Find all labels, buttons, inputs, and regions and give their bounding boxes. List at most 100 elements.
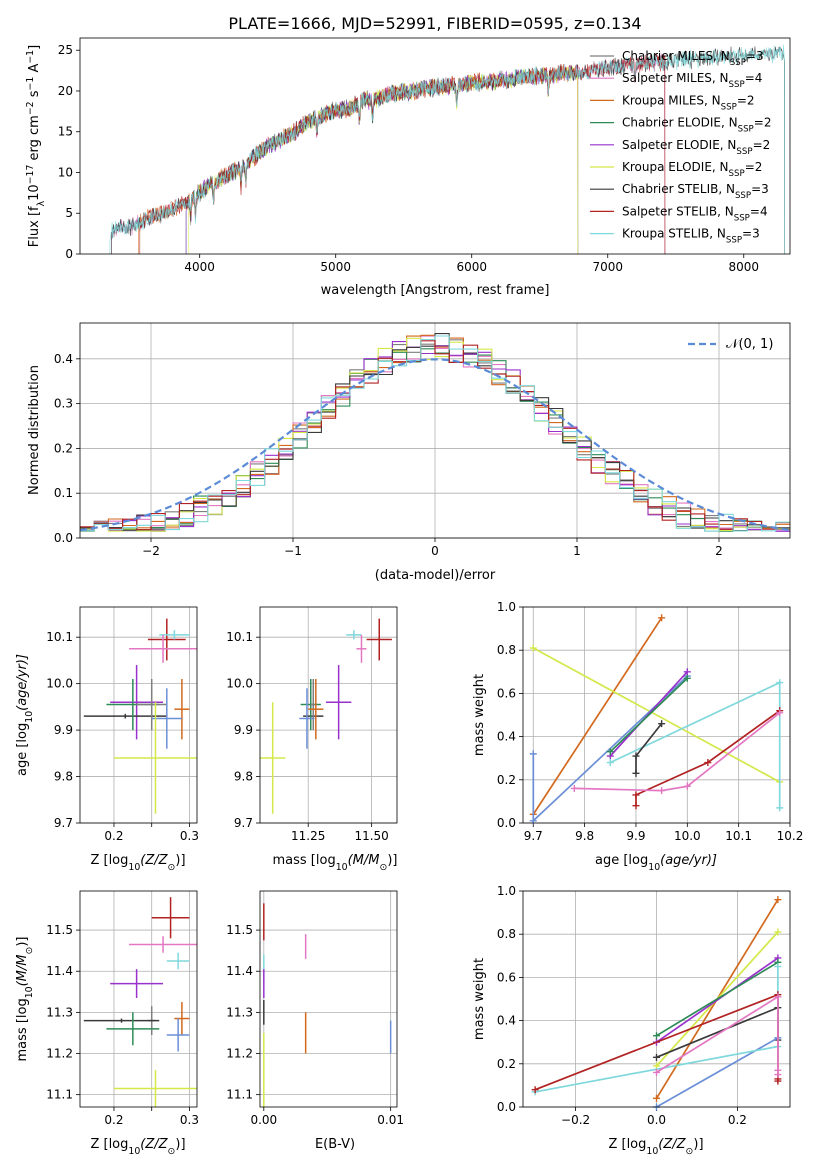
spectrum-series-CM [111, 53, 666, 254]
y-tick-label: 0.0 [497, 1100, 516, 1114]
marker-CE [606, 748, 614, 756]
x-tick-label: 0.2 [728, 1113, 747, 1127]
y-tick-label: 9.8 [54, 770, 73, 784]
marker-SM [774, 1071, 782, 1079]
legend-label-KS: Kroupa STELIB, NSSP=3 [622, 227, 760, 246]
x-label-age_vs_mass: mass [log10(M/M⊙)] [273, 853, 398, 873]
marker-SS [632, 791, 640, 799]
spectrum-legend: Chabrier MILES, NSSP=3 Salpeter MILES, NS… [590, 49, 771, 246]
y-tick-label: 9.8 [234, 770, 253, 784]
y-tick-label: 11.3 [46, 1005, 73, 1019]
marker-CS [632, 752, 640, 760]
axes-spectrum: 4000 5000 6000 7000 8000 0 5 10 15 20 25 [58, 43, 759, 274]
y-tick-label: 9.9 [234, 723, 253, 737]
line-KM [532, 617, 663, 815]
axes-mass_vs_Z: 0.2 0.3 11.1 11.2 11.3 11.4 11.5 [46, 891, 199, 1127]
marker-SS [531, 1086, 539, 1094]
errorbars-age_vs_mass [260, 618, 392, 814]
axes-frame-age_vs_mass [259, 606, 398, 824]
x-tick-label: 0.00 [250, 1113, 277, 1127]
y-tick-label: 0.2 [497, 1057, 516, 1071]
y-tick-label: 25 [58, 43, 73, 57]
y-tick-label: 1.0 [497, 600, 516, 614]
y-tick-label: 11.5 [226, 923, 253, 937]
y-tick-label: 11.4 [226, 964, 253, 978]
x-tick-label: 10.1 [725, 829, 752, 843]
legend-label-CS: Chabrier STELIB, NSSP=3 [622, 182, 769, 201]
marker-KS [606, 759, 614, 767]
y-tick-label: 11.5 [46, 923, 73, 937]
spectrum-series-KM [138, 63, 579, 254]
spectrum-series-KS [109, 44, 785, 254]
marker-CS [632, 769, 640, 777]
x-tick-label: 11.50 [354, 829, 388, 843]
axes-frame-mw_vs_age [522, 606, 791, 824]
line-SS [635, 710, 781, 806]
spectrum-series-SS [139, 54, 666, 254]
axes-frame-residuals [79, 322, 791, 539]
y-label-age_vs_Z: age [log10(age/yr)] [15, 654, 35, 776]
axes-frame-mw_vs_Z [522, 890, 791, 1108]
y-tick-label: 11.2 [46, 1047, 73, 1061]
x-tick-label: 10.0 [674, 829, 701, 843]
histogram-series-KS [80, 335, 790, 532]
x-tick-label: 7000 [592, 260, 623, 274]
axes-frame-mass_vs_Z [79, 890, 198, 1108]
marker-SM [774, 993, 782, 1001]
axes-mass_vs_ebv: 0.00 0.01 11.1 11.2 11.3 11.4 11.5 [226, 891, 404, 1127]
marker-CE [683, 674, 691, 682]
y-tick-label: 0.2 [497, 773, 516, 787]
y-tick-label: 10.0 [46, 677, 73, 691]
line-CE [609, 677, 688, 753]
y-tick-label: 20 [58, 84, 73, 98]
x-tick-label: 9.8 [575, 829, 594, 843]
figure-title: PLATE=1666, MJD=52991, FIBERID=0595, z=0… [228, 14, 641, 33]
x-label-mass_vs_Z: Z [log10(Z/Z⊙)] [90, 1137, 185, 1157]
x-tick-label: 9.9 [626, 829, 645, 843]
marker-SS [774, 1077, 782, 1085]
x-label-mw_vs_age: age [log10(age/yr)] [595, 853, 717, 873]
lines-mw_vs_Z [531, 896, 782, 1111]
spectrum-x-label: wavelength [Angstrom, rest frame] [321, 283, 550, 298]
marker-SS [632, 802, 640, 810]
y-tick-label: 0.0 [497, 816, 516, 830]
y-tick-label: 11.1 [46, 1088, 73, 1102]
marker-SM [570, 784, 578, 792]
legend-label-SS: Salpeter STELIB, NSSP=4 [622, 204, 768, 223]
y-tick-label: 9.7 [234, 816, 253, 830]
marker-tm [529, 750, 537, 758]
gaussian-curve [80, 358, 790, 532]
axes-residuals: −2 −1 0 1 2 0.0 0.1 0.2 0.3 0.4 [54, 323, 790, 558]
x-tick-label: 0 [431, 544, 439, 558]
y-tick-label: 0.4 [497, 730, 516, 744]
y-tick-label: 11.1 [226, 1088, 253, 1102]
line-tm [656, 1037, 779, 1108]
marker-KM [774, 896, 782, 904]
marker-KS [776, 804, 784, 812]
legend-label-SE: Salpeter ELODIE, NSSP=2 [622, 138, 770, 157]
spectrum-y-label: Flux [fλ10−17 erg cm−2 s−1 A−1] [25, 45, 47, 247]
histogram-y-label: Normed distribution [27, 365, 42, 495]
y-tick-label: 0.0 [54, 531, 73, 545]
spectrum-series-SM [111, 53, 666, 254]
x-tick-label: −1 [284, 544, 302, 558]
x-tick-label: 4000 [184, 260, 215, 274]
x-label-age_vs_Z: Z [log10(Z/Z⊙)] [90, 853, 185, 873]
y-tick-label: 0.4 [497, 1014, 516, 1028]
y-tick-label: 0.2 [54, 441, 73, 455]
legend-label-KM: Kroupa MILES, NSSP=2 [622, 93, 755, 112]
line-CE [656, 961, 779, 1037]
marker-SM [653, 1068, 660, 1076]
line-SM [574, 712, 781, 792]
marker-CS [658, 720, 666, 728]
y-tick-label: 5 [65, 206, 73, 220]
x-tick-label: 10.2 [777, 829, 804, 843]
lines-mw_vs_age [529, 614, 784, 825]
y-tick-label: 11.3 [226, 1005, 253, 1019]
errorbars-mass_vs_ebv [263, 903, 392, 1107]
y-tick-label: 0.4 [54, 352, 73, 366]
marker-KE [774, 928, 782, 936]
y-label-mass_vs_Z: mass [log10(M/M⊙)] [15, 937, 35, 1062]
x-tick-label: 2 [715, 544, 723, 558]
x-tick-label: −2 [142, 544, 160, 558]
